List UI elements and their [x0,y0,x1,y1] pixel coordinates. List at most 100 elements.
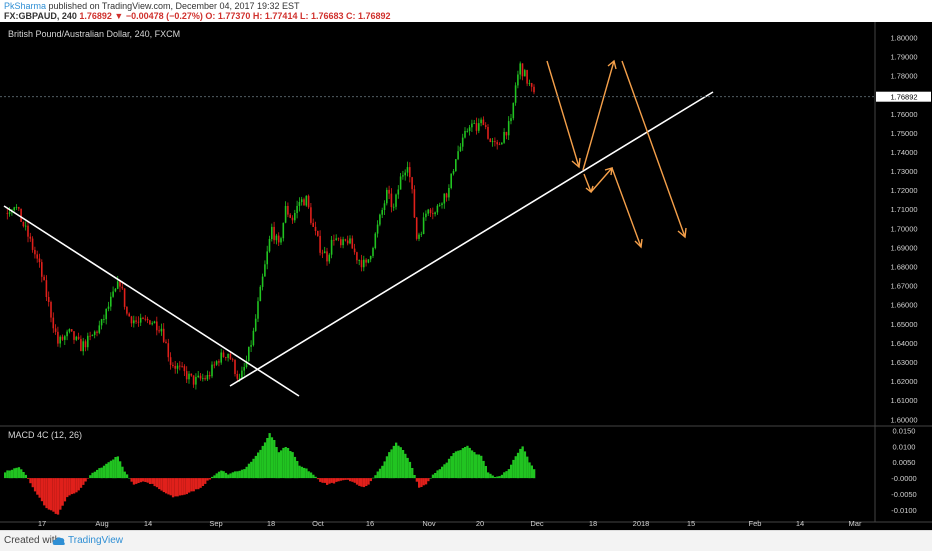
candle [480,117,482,127]
candle [89,331,91,341]
candle-body [342,239,344,246]
forecast-arrows[interactable] [546,59,687,249]
macd-bar [369,478,372,482]
macd-bar [385,456,389,479]
macd-bar [38,478,41,498]
candle-body [452,171,455,174]
candle-body [494,141,496,143]
candle-body [333,239,335,241]
macd-bar [142,478,145,482]
candle [183,364,186,376]
candle [411,176,413,194]
candle [250,340,252,352]
macd-bar [500,474,504,479]
candle-body [482,119,485,126]
macd-bar [27,478,30,479]
macd-bar [429,478,432,479]
candle-body [298,202,301,206]
candle-body [59,336,61,344]
macd-bar [312,474,315,479]
macd-bar [135,478,138,484]
macd-bar [503,472,506,479]
candle-body [519,63,521,75]
candle [174,361,176,374]
macd-bar [250,461,253,479]
candle-body [530,83,533,87]
current-price-tag[interactable] [876,91,931,102]
candle-body [282,222,285,239]
author-name[interactable]: PkSharma [4,1,47,11]
candle-body [271,226,273,240]
candle [162,323,165,343]
candle-body [291,217,294,221]
macd-bar [303,467,306,479]
macd-bar [516,452,520,479]
candle-body [105,308,107,320]
down-trendline[interactable] [3,205,300,397]
candle-body [455,159,457,172]
macd-bar [82,478,85,485]
candle [482,116,485,126]
candle [356,251,358,264]
candle [50,300,52,323]
symbol-info: FX:GBPAUD, 240 1.76892 ▼ −0.00478 (−0.27… [4,11,391,21]
candle-body [461,137,464,147]
candle [105,308,107,325]
tradingview-brand[interactable]: TradingView [68,535,124,546]
candle-body [211,364,213,377]
candle-body [82,341,84,352]
candle-body [402,175,404,177]
candle-body [169,357,172,365]
candle [294,209,296,223]
macd-bar [61,478,64,506]
candle-body [70,329,73,332]
candle-body [259,286,262,302]
ohlc-values: O: 1.77370 H: 1.77414 L: 1.76683 C: 1.76… [205,11,391,21]
candle [445,192,448,202]
macd-histogram [4,433,536,515]
candle-body [110,296,112,307]
candle [510,114,512,125]
macd-bar [374,475,377,479]
candle-body [524,70,526,77]
candle-body [395,194,397,207]
candle [103,314,105,323]
candle [307,194,310,209]
macd-bar [176,478,179,497]
forecast-arrow-down-2-head [677,227,687,239]
candle-body [517,74,519,86]
candle [478,118,480,134]
candle [432,207,434,220]
created-with-text: Created with [4,535,61,546]
candle [392,203,395,211]
candle [342,236,344,249]
macd-bar [50,478,53,511]
macd-bar [109,460,113,479]
candle-body [190,373,193,376]
candle [369,255,372,263]
candle [156,316,158,336]
candle-body [181,366,183,367]
candle [427,208,429,216]
candle-body [91,334,94,336]
candle-body [218,361,220,363]
candle-body [404,172,406,176]
candle [360,254,363,272]
candle-body [303,199,305,206]
chart-svg[interactable]: 1.60000 1.61000 1.62000 1.63000 1.64000 1.650… [0,22,932,530]
axes-labels: 1.60000 1.61000 1.62000 1.63000 1.64000 1.650… [0,33,931,528]
candle-body [185,371,188,380]
candle-body [199,375,202,379]
up-trendline[interactable] [229,91,714,387]
candle [268,235,271,253]
candle [227,353,229,362]
candle-body [162,328,165,342]
candle [321,249,324,258]
candle [363,255,365,272]
candle [473,120,475,124]
time-tick-label: 18 [589,519,597,528]
candle-body [31,238,34,250]
macd-bar [533,469,536,479]
candle [409,162,411,183]
chart-area[interactable]: 1.60000 1.61000 1.62000 1.63000 1.64000 1.650… [0,22,932,530]
